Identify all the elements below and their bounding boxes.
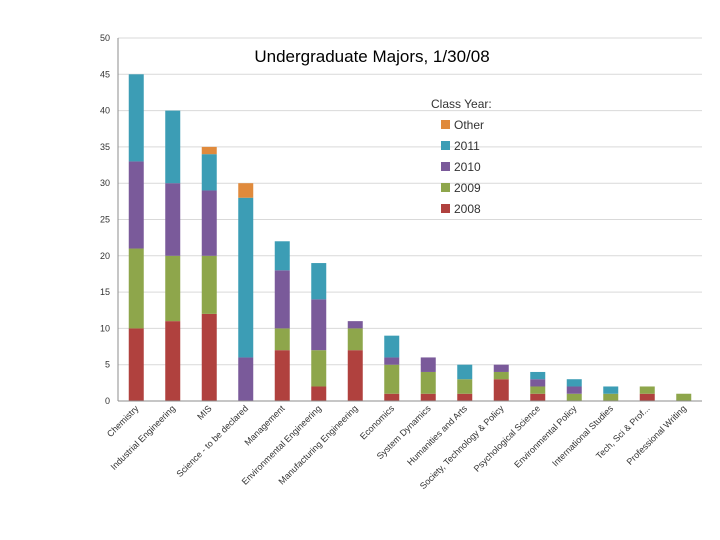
bar-segment-2011 xyxy=(566,379,582,387)
legend-label-2008: 2008 xyxy=(454,202,481,216)
legend-swatch-other xyxy=(441,120,450,129)
y-tick-label: 10 xyxy=(100,323,110,333)
bar-segment-2009 xyxy=(676,393,692,401)
bar-segment-2009 xyxy=(347,328,363,351)
bars xyxy=(128,74,692,401)
x-tick-label: International Studies xyxy=(550,403,615,468)
y-tick-label: 40 xyxy=(100,106,110,116)
x-tick-label: Humanities and Arts xyxy=(405,403,469,467)
bar-segment-2011 xyxy=(311,263,327,300)
bar-segment-2011 xyxy=(201,154,217,191)
legend-swatch-2008 xyxy=(441,204,450,213)
y-tick-label: 30 xyxy=(100,178,110,188)
legend-label-2011: 2011 xyxy=(454,139,480,153)
bar-segment-2009 xyxy=(457,379,473,394)
bar-segment-2010 xyxy=(128,161,144,249)
y-tick-label: 25 xyxy=(100,215,110,225)
bar-segment-other xyxy=(201,146,217,155)
bar-segment-2010 xyxy=(420,357,436,372)
bar-segment-2009 xyxy=(530,386,546,394)
bar-segment-2008 xyxy=(457,393,473,401)
x-tick-label: Environmental Policy xyxy=(512,403,579,470)
bar-segment-2010 xyxy=(384,357,400,365)
bar-segment-2008 xyxy=(311,386,327,401)
legend: Class Year: Other 2011 2010 2009 2008 xyxy=(431,97,492,216)
y-tick-label: 5 xyxy=(105,360,110,370)
x-tick-label: Economics xyxy=(358,403,397,442)
bar-segment-2010 xyxy=(165,183,181,256)
bar-segment-2009 xyxy=(201,255,217,314)
bar-segment-2010 xyxy=(493,364,509,372)
bar-segment-2008 xyxy=(274,350,290,401)
y-tick-label: 0 xyxy=(105,396,110,406)
bar-segment-2011 xyxy=(274,241,290,271)
x-tick-label: Chemistry xyxy=(105,403,141,439)
bar-segment-2008 xyxy=(384,393,400,401)
legend-label-2010: 2010 xyxy=(454,160,481,174)
bar-segment-2011 xyxy=(128,74,144,162)
y-tick-label: 15 xyxy=(100,287,110,297)
y-tick-label: 45 xyxy=(100,69,110,79)
bar-segment-2011 xyxy=(457,364,473,380)
bar-segment-2009 xyxy=(384,364,400,394)
legend-swatch-2011 xyxy=(441,141,450,150)
bar-segment-2009 xyxy=(128,248,144,329)
legend-swatch-2010 xyxy=(441,162,450,171)
x-tick-label: Manufacturing Engineering xyxy=(277,403,360,486)
x-tick-label: Science - to be declared xyxy=(174,403,250,479)
bar-segment-2008 xyxy=(128,328,144,401)
bar-segment-2009 xyxy=(603,393,619,401)
legend-swatch-2009 xyxy=(441,183,450,192)
bar-segment-2008 xyxy=(530,393,546,401)
x-tick-label: Industrial Engineering xyxy=(109,403,178,472)
bar-segment-2008 xyxy=(165,321,181,401)
legend-label-other: Other xyxy=(454,118,484,132)
bar-segment-2009 xyxy=(420,371,436,394)
bar-segment-2009 xyxy=(311,350,327,387)
bar-segment-2008 xyxy=(201,313,217,401)
bar-segment-2010 xyxy=(530,379,546,387)
bar-segment-2008 xyxy=(639,393,655,401)
legend-title: Class Year: xyxy=(431,97,492,111)
bar-segment-2008 xyxy=(347,350,363,401)
bar-segment-2010 xyxy=(274,270,290,329)
bar-segment-2009 xyxy=(566,393,582,401)
y-tick-label: 50 xyxy=(100,33,110,43)
bar-segment-2010 xyxy=(238,357,254,401)
bar-segment-2011 xyxy=(384,335,400,358)
bar-segment-2010 xyxy=(347,321,363,329)
chart-title: Undergraduate Majors, 1/30/08 xyxy=(254,47,489,66)
bar-segment-2008 xyxy=(420,393,436,401)
bar-segment-2008 xyxy=(493,379,509,401)
bar-segment-2010 xyxy=(566,386,582,394)
bar-segment-other xyxy=(238,183,254,198)
x-tick-label: MIS xyxy=(195,403,213,421)
y-tick-label: 35 xyxy=(100,142,110,152)
bar-segment-2010 xyxy=(311,299,327,351)
bar-segment-2009 xyxy=(493,371,509,380)
y-tick-label: 20 xyxy=(100,251,110,261)
bar-segment-2011 xyxy=(603,386,619,394)
bar-segment-2009 xyxy=(639,386,655,394)
bar-segment-2009 xyxy=(274,328,290,351)
x-tick-label: Psychological Science xyxy=(472,403,542,473)
bar-segment-2009 xyxy=(165,255,181,322)
bar-segment-2011 xyxy=(530,371,546,380)
bar-segment-2010 xyxy=(201,190,217,256)
legend-label-2009: 2009 xyxy=(454,181,481,195)
bar-segment-2011 xyxy=(165,110,181,184)
bar-segment-2011 xyxy=(238,197,254,358)
y-axis-ticks: 0 5 10 15 20 25 30 35 40 45 50 xyxy=(100,33,110,406)
